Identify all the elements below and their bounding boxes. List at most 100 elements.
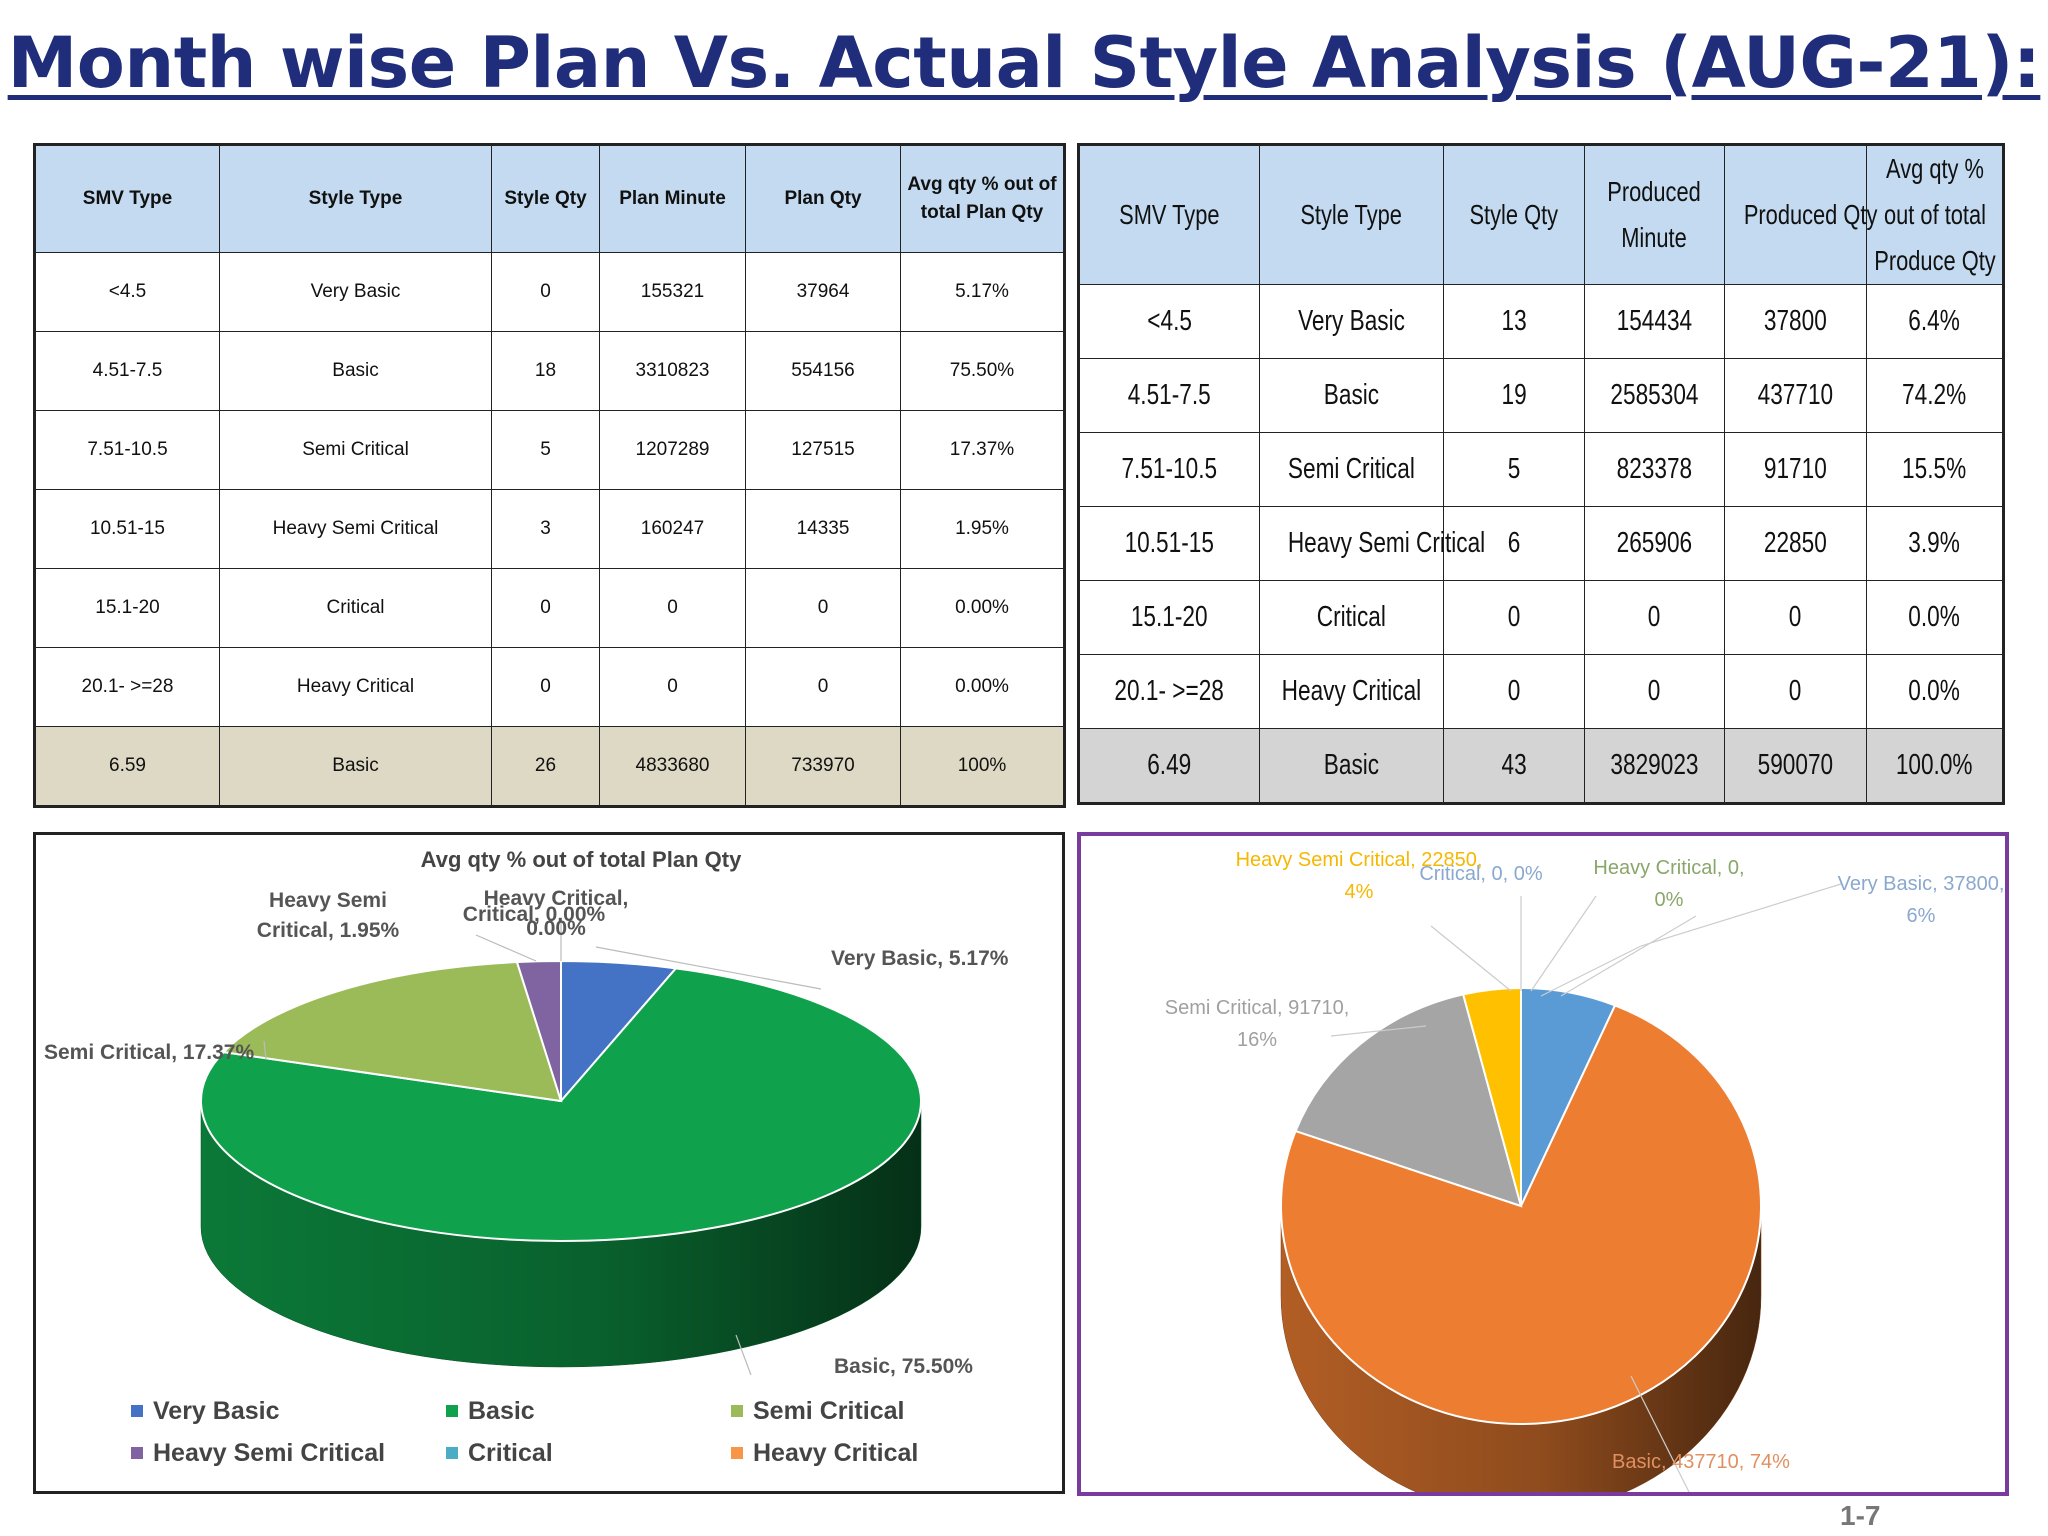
header-cell: SMV Type: [34, 144, 220, 253]
table-cell: 10.51-15: [34, 489, 220, 569]
table-cell: 0: [745, 647, 901, 727]
table-cell: 14335: [745, 489, 901, 569]
table-row: 10.51-15 Heavy Semi Critical 6 265906 22850 3…: [1078, 506, 2005, 581]
table-cell: 1.95%: [900, 489, 1065, 569]
table-cell: 0.0%: [1865, 654, 2005, 729]
table-row: 20.1- >=28 Heavy Critical 0 0 0 0.0%: [1078, 654, 2005, 729]
plan-table: SMV Type Style Type Style Qty Plan Minut…: [33, 143, 1066, 808]
table-row: 15.1-20 Critical 0 0 0 0.0%: [1078, 580, 2005, 655]
data-label: Heavy Semi Critical, 22850, 4%: [1236, 849, 1483, 903]
table-cell: Basic: [1258, 728, 1445, 804]
leader-line: [735, 1334, 752, 1376]
data-label: Very Basic, 5.17%: [831, 947, 1009, 970]
table-cell: Very Basic: [1258, 284, 1445, 359]
table-cell: 4.51-7.5: [34, 331, 220, 411]
table-row: <4.5 Very Basic 0 155321 37964 5.17%: [34, 252, 1065, 332]
table-cell: 15.1-20: [1078, 580, 1260, 655]
table-cell: 0: [1724, 654, 1867, 729]
table-cell: 5.17%: [900, 252, 1065, 332]
table-header-row: SMV Type Style Type Style Qty Plan Minut…: [34, 144, 1065, 253]
leader-line: [475, 934, 537, 962]
pie-slice: [200, 967, 922, 1242]
header-cell: Plan Minute: [599, 144, 746, 253]
table-cell: Critical: [1258, 580, 1445, 655]
table-cell: 0: [491, 252, 600, 332]
table-cell: 5: [1443, 432, 1585, 507]
header-cell: Style Qty: [1443, 144, 1585, 285]
legend-label: Heavy Semi Critical: [153, 1439, 385, 1467]
leader-line: [1530, 895, 1597, 992]
table-cell: 3.9%: [1865, 506, 2005, 581]
table-cell: 0: [1443, 580, 1585, 655]
table-header-row: SMV Type Style Type Style Qty Produced M…: [1078, 144, 2005, 285]
table-cell: 127515: [745, 410, 901, 490]
table-cell: 2585304: [1583, 358, 1726, 433]
page-number: 1-7: [1840, 1500, 1881, 1531]
table-cell: 4.51-7.5: [1078, 358, 1260, 433]
table-cell: 6.49: [1078, 728, 1260, 804]
data-label: Critical, 0.00%: [463, 903, 606, 926]
table-row: 20.1- >=28 Heavy Critical 0 0 0 0.00%: [34, 647, 1065, 727]
table-row: 15.1-20 Critical 0 0 0 0.00%: [34, 568, 1065, 648]
table-cell: 75.50%: [900, 331, 1065, 411]
data-label: Heavy Critical, 0, 0%: [1593, 857, 1744, 911]
data-label: Basic, 437710, 74%: [1612, 1451, 1790, 1473]
table-cell: Very Basic: [219, 252, 492, 332]
data-label: Basic, 75.50%: [834, 1355, 973, 1378]
data-label: Semi Critical, 17.37%: [44, 1041, 254, 1064]
table-cell: Heavy Critical: [1258, 654, 1445, 729]
data-label: Heavy Semi Critical, 1.95%: [257, 889, 400, 942]
table-cell: <4.5: [34, 252, 220, 332]
data-label: Heavy Critical, 0.00%: [484, 887, 629, 940]
leader-line: [1430, 925, 1512, 992]
table-cell: 5: [491, 410, 600, 490]
table-cell: Semi Critical: [219, 410, 492, 490]
table-cell: Heavy Semi Critical: [219, 489, 492, 569]
legend-label: Critical: [468, 1439, 553, 1467]
table-cell: 19: [1443, 358, 1585, 433]
table-cell: 3: [491, 489, 600, 569]
table-cell: Basic: [219, 331, 492, 411]
table-row: 4.51-7.5 Basic 18 3310823 554156 75.50%: [34, 331, 1065, 411]
table-cell: 43: [1443, 728, 1585, 804]
table-cell: 13: [1443, 284, 1585, 359]
actual-table: SMV Type Style Type Style Qty Produced M…: [1077, 143, 2005, 805]
legend-swatch: [446, 1447, 458, 1459]
table-cell: 160247: [599, 489, 746, 569]
table-row: 4.51-7.5 Basic 19 2585304 437710 74.2%: [1078, 358, 2005, 433]
actual-pie-chart: Heavy Semi Critical, 22850, 4% Heavy Criti…: [1077, 832, 2009, 1496]
table-cell: Critical: [219, 568, 492, 648]
table-cell: 15.1-20: [34, 568, 220, 648]
table-cell: 17.37%: [900, 410, 1065, 490]
data-label: Critical, 0, 0%: [1419, 863, 1543, 885]
header-cell: Avg qty % out of total Plan Qty: [900, 144, 1065, 253]
header-cell: Produced Qty: [1724, 144, 1877, 285]
table-cell: 20.1- >=28: [34, 647, 220, 727]
table-cell: 0: [1583, 580, 1726, 655]
table-cell: 154434: [1583, 284, 1726, 359]
header-cell: Plan Qty: [745, 144, 901, 253]
table-cell: 3829023: [1583, 728, 1726, 804]
table-cell: 6.4%: [1865, 284, 2005, 359]
table-cell: 26: [491, 726, 600, 807]
table-cell: 37964: [745, 252, 901, 332]
header-cell: SMV Type: [1078, 144, 1260, 285]
table-cell: 155321: [599, 252, 746, 332]
chart-title: Avg qty % out of total Plan Qty: [421, 847, 742, 872]
legend-label: Very Basic: [153, 1397, 280, 1425]
table-row: 10.51-15 Heavy Semi Critical 3 160247 14335 1…: [34, 489, 1065, 569]
leader-line: [595, 946, 822, 990]
table-cell: 437710: [1724, 358, 1867, 433]
table-cell: 0.00%: [900, 568, 1065, 648]
table-cell: 4833680: [599, 726, 746, 807]
table-cell: 6.59: [34, 726, 220, 807]
table-cell: 0: [491, 647, 600, 727]
legend-label: Heavy Critical: [753, 1439, 918, 1467]
table-cell: Basic: [219, 726, 492, 807]
header-cell: Style Qty: [491, 144, 600, 253]
table-cell: 22850: [1724, 506, 1867, 581]
table-total-row: 6.59 Basic 26 4833680 733970 100%: [34, 726, 1065, 807]
table-cell: 0: [491, 568, 600, 648]
table-cell: 0: [1443, 654, 1585, 729]
table-cell: 6: [1443, 506, 1585, 581]
